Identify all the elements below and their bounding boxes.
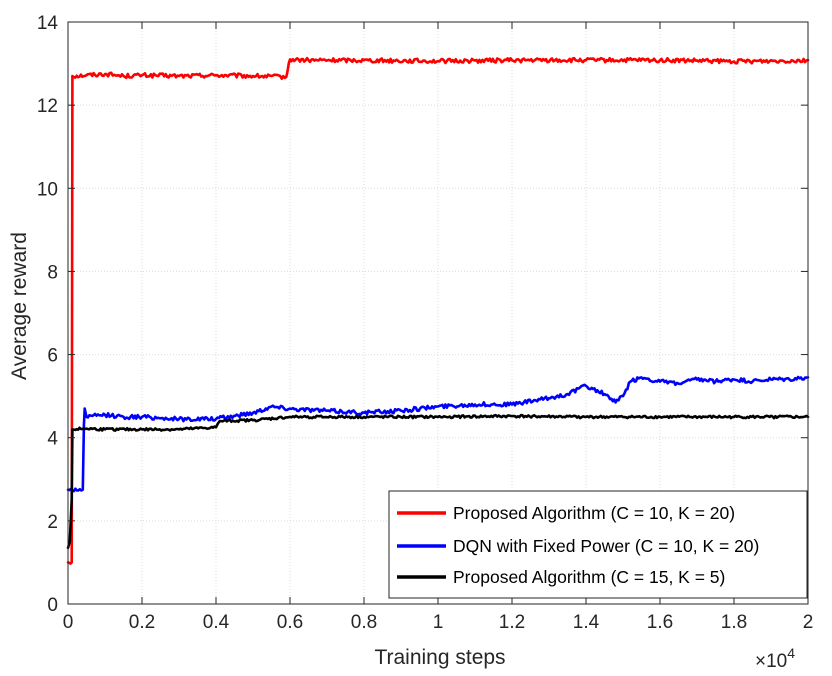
- x-tick-label: 1: [433, 612, 444, 633]
- legend-box: [388, 490, 808, 599]
- x-tick-label: 0.4: [203, 612, 230, 633]
- x-tick-label: 0: [63, 612, 74, 633]
- y-tick-label: 10: [37, 179, 58, 200]
- x-exponent-base: ×10: [755, 651, 787, 672]
- x-axis: 0 0.2 0.4 0.6 0.8 1 1.2 1.4 1.6 1.8 2: [63, 22, 814, 633]
- x-tick-label: 1.2: [499, 612, 525, 633]
- y-tick-label: 8: [47, 262, 58, 283]
- series-line-proposed-algorithm-c-10-k-20: [66, 56, 810, 565]
- legend-label-proposed-c15-k5: Proposed Algorithm (C = 15, K = 5): [453, 567, 725, 587]
- x-tick-label: 2: [803, 612, 814, 633]
- x-axis-exponent: ×104: [755, 645, 795, 672]
- y-tick-label: 12: [37, 96, 58, 117]
- x-tick-label: 1.8: [721, 612, 747, 633]
- x-exponent-power: 4: [787, 645, 795, 661]
- x-tick-label: 0.2: [129, 612, 155, 633]
- x-tick-label: 1.4: [573, 612, 600, 633]
- y-tick-label: 6: [47, 346, 58, 367]
- x-tick-label: 0.6: [277, 612, 303, 633]
- legend-label-dqn-fixed-power: DQN with Fixed Power (C = 10, K = 20): [453, 536, 759, 556]
- y-tick-label: 2: [47, 512, 58, 533]
- x-tick-label: 1.6: [647, 612, 673, 633]
- y-tick-label: 0: [47, 595, 58, 616]
- svg-text:×104: ×104: [755, 645, 795, 672]
- y-tick-label: 14: [37, 13, 59, 34]
- y-axis-label: Average reward: [8, 232, 31, 380]
- grid: [68, 22, 808, 604]
- series-lines: [66, 56, 810, 565]
- legend: Proposed Algorithm (C = 10, K = 20) DQN …: [388, 490, 808, 599]
- series-line-proposed-algorithm-c-15-k-5: [66, 413, 810, 550]
- y-axis: 0 2 4 6 8 10 12 14: [37, 13, 808, 616]
- series-line-dqn-with-fixed-power-c-10-k-20: [66, 375, 810, 493]
- x-tick-label: 0.8: [351, 612, 377, 633]
- y-tick-label: 4: [47, 429, 58, 450]
- legend-label-proposed-c10-k20: Proposed Algorithm (C = 10, K = 20): [453, 503, 735, 523]
- x-axis-label: Training steps: [374, 646, 505, 669]
